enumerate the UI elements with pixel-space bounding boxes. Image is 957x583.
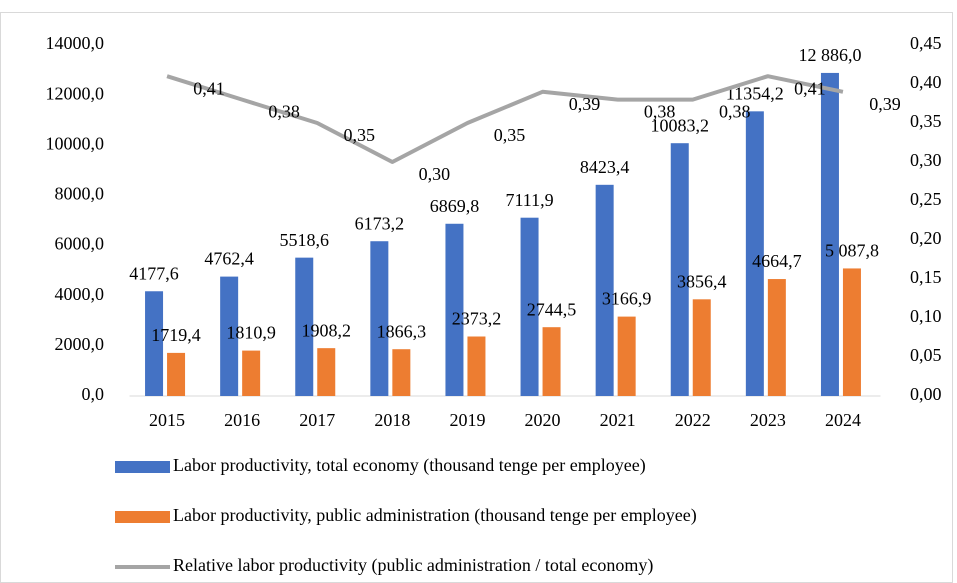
x-tick-label: 2024 <box>825 410 861 430</box>
x-tick-label: 2020 <box>525 410 561 430</box>
bar <box>745 111 764 396</box>
data-label: 4762,4 <box>204 249 254 269</box>
data-label: 0,39 <box>869 94 901 114</box>
x-tick-label: 2017 <box>299 410 335 430</box>
bar <box>617 316 636 396</box>
line <box>166 74 844 164</box>
data-label: 2373,2 <box>452 309 502 329</box>
data-label: 6869,8 <box>430 196 480 216</box>
y2-tick-label: 0,25 <box>910 189 942 209</box>
y-tick-label: 2000,0 <box>55 334 105 354</box>
data-label: 1908,2 <box>302 320 352 340</box>
data-label: 8423,4 <box>580 157 630 177</box>
legend-label: Labor productivity, public administratio… <box>173 505 697 526</box>
bar <box>145 291 164 396</box>
data-label: 7111,9 <box>505 190 553 210</box>
y-tick-label: 10000,0 <box>46 133 105 153</box>
x-tick-label: 2016 <box>224 410 260 430</box>
bar <box>467 336 486 396</box>
bar <box>520 217 539 396</box>
bar <box>767 279 786 396</box>
x-tick-label: 2022 <box>675 410 711 430</box>
bar <box>370 241 389 396</box>
data-label: 5 087,8 <box>825 241 879 261</box>
data-label: 1810,9 <box>226 323 276 343</box>
bar <box>317 348 336 396</box>
data-label: 6173,2 <box>355 213 405 233</box>
data-label: 1866,3 <box>377 321 427 341</box>
y-tick-label: 8000,0 <box>55 184 105 204</box>
bar <box>542 327 561 396</box>
data-label: 0,38 <box>268 102 300 122</box>
data-label: 0,41 <box>794 78 826 98</box>
x-tick-label: 2018 <box>374 410 410 430</box>
y-tick-label: 0,0 <box>82 384 105 404</box>
legend-label: Relative labor productivity (public admi… <box>173 555 653 576</box>
bar <box>670 143 689 396</box>
bar <box>242 350 261 396</box>
data-label: 0,38 <box>719 102 751 122</box>
y-tick-label: 12000,0 <box>46 83 105 103</box>
y-tick-label: 6000,0 <box>55 234 105 254</box>
data-label: 11354,2 <box>726 83 784 103</box>
legend-swatch <box>115 461 170 473</box>
data-label: 1719,4 <box>151 325 201 345</box>
y2-tick-label: 0,05 <box>910 345 942 365</box>
data-label: 0,35 <box>494 125 526 145</box>
data-label: 0,38 <box>644 102 676 122</box>
y-tick-label: 14000,0 <box>46 33 105 53</box>
bar <box>220 276 239 396</box>
data-label: 4177,6 <box>129 263 179 283</box>
x-tick-label: 2023 <box>750 410 786 430</box>
data-label: 12 886,0 <box>798 45 861 65</box>
y2-tick-label: 0,45 <box>910 33 942 53</box>
y2-tick-label: 0,00 <box>910 384 942 404</box>
data-label: 4664,7 <box>752 251 802 271</box>
bar <box>595 184 614 396</box>
y2-tick-label: 0,40 <box>910 72 942 92</box>
data-label: 0,41 <box>193 78 225 98</box>
data-label: 3856,4 <box>677 271 727 291</box>
legend-label: Labor productivity, total economy (thous… <box>173 455 646 476</box>
y-tick-label: 4000,0 <box>55 284 105 304</box>
data-label: 10083,2 <box>651 115 710 135</box>
data-label: 3166,9 <box>602 289 652 309</box>
bar <box>842 268 861 396</box>
bar <box>167 352 186 396</box>
data-label: 5518,6 <box>280 230 330 250</box>
bar <box>692 299 711 396</box>
bar <box>392 349 411 396</box>
y2-tick-label: 0,30 <box>910 150 942 170</box>
data-label: 0,39 <box>569 94 601 114</box>
y2-tick-label: 0,35 <box>910 111 942 131</box>
bar <box>445 223 464 396</box>
data-label: 0,30 <box>419 164 451 184</box>
x-tick-label: 2021 <box>600 410 636 430</box>
data-label: 0,35 <box>344 125 376 145</box>
y2-tick-label: 0,10 <box>910 306 942 326</box>
x-tick-label: 2015 <box>149 410 185 430</box>
x-tick-label: 2019 <box>449 410 485 430</box>
bar <box>295 257 314 396</box>
legend-swatch <box>115 511 170 523</box>
data-label: 2744,5 <box>527 299 577 319</box>
bar <box>820 72 839 397</box>
y2-tick-label: 0,20 <box>910 228 942 248</box>
y2-tick-label: 0,15 <box>910 267 942 287</box>
